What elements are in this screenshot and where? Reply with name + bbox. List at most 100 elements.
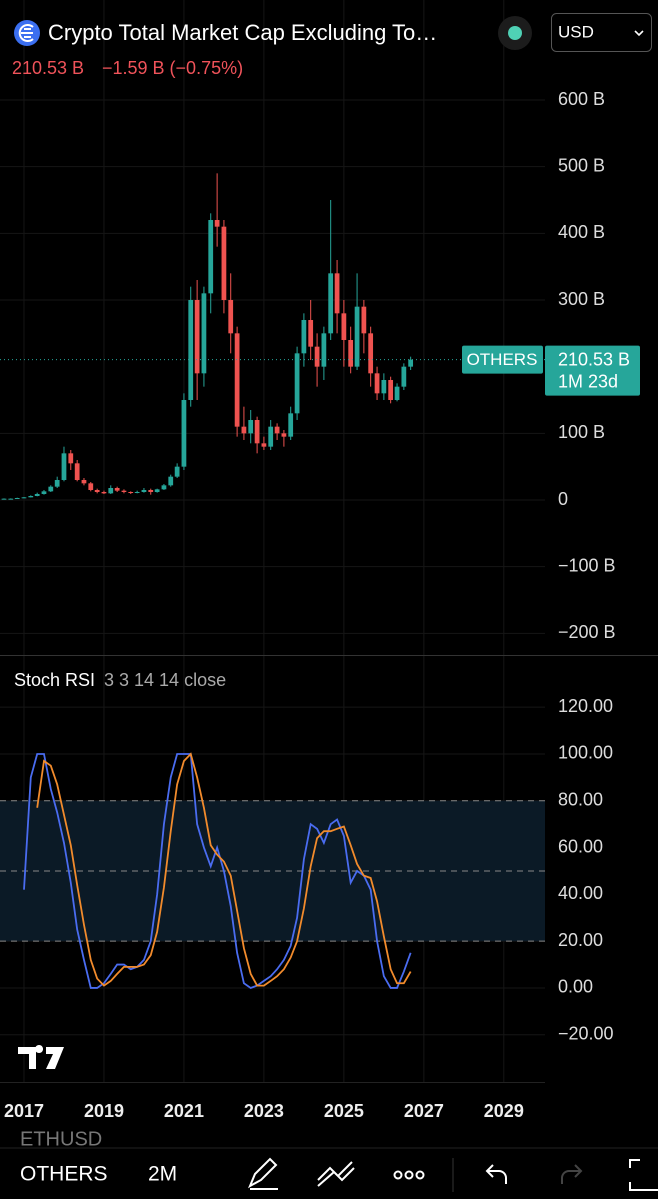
redo-icon[interactable] [561, 1164, 583, 1184]
candle-body [48, 486, 54, 492]
candle-body [141, 490, 147, 492]
candle-body [321, 333, 327, 367]
toolbar [0, 1148, 658, 1199]
candle-body [121, 490, 127, 492]
plot [0, 173, 545, 989]
draw-icon[interactable] [247, 1157, 278, 1190]
symbol-icon-glyph [18, 24, 34, 42]
candle-body [94, 490, 100, 492]
candle-body [128, 492, 134, 493]
candle-body [381, 380, 387, 394]
x-tick-label: 2019 [84, 1101, 124, 1121]
candle-body [181, 400, 187, 467]
undo-icon[interactable] [485, 1164, 507, 1184]
panel-plot [0, 752, 545, 989]
candle-body [101, 492, 107, 494]
candle-body [281, 433, 287, 437]
candle-body [308, 320, 314, 347]
currency-label: USD [558, 22, 594, 41]
chart-title: Crypto Total Market Cap Excluding To… [48, 20, 437, 45]
candle-body [328, 273, 334, 334]
candle-body [154, 489, 160, 492]
candle-body [1, 498, 7, 500]
candle-body [14, 498, 20, 499]
y-tick-label: −200 B [558, 622, 616, 642]
candle-body [168, 476, 174, 486]
y-tick-label: 120.00 [558, 696, 613, 716]
candle-body [374, 373, 380, 394]
candle-body [228, 300, 234, 334]
indicator-title: Stoch RSI [14, 670, 95, 690]
candle-body [221, 226, 227, 300]
y-tick-label: 500 B [558, 155, 605, 175]
candle-body [201, 293, 207, 374]
candle-body [341, 313, 347, 340]
y-tick-label: 60.00 [558, 836, 603, 856]
candle-body [288, 413, 294, 437]
y-tick-label: 40.00 [558, 883, 603, 903]
candle-body [248, 420, 254, 434]
x-tick-label: 2023 [244, 1101, 284, 1121]
candle-body [174, 466, 180, 477]
candle-body [354, 306, 360, 367]
y-tick-label: 100.00 [558, 743, 613, 763]
fullscreen-icon[interactable] [629, 1159, 658, 1191]
candle-body [108, 488, 114, 494]
candle-body [254, 420, 260, 444]
price: 210.53 B [12, 58, 84, 78]
candle-body [21, 497, 27, 499]
panel-plot [0, 173, 545, 500]
candle-body [41, 491, 47, 494]
candle-body [34, 494, 40, 496]
candle-body [54, 480, 60, 487]
candle-body [68, 453, 74, 464]
candle-body [28, 496, 34, 498]
candle-body [74, 463, 80, 480]
candle-body [214, 220, 220, 227]
y-tick-label: −100 B [558, 555, 616, 575]
price-change: −1.59 B (−0.75%) [102, 58, 243, 78]
candle-body [261, 443, 267, 447]
more-icon[interactable] [393, 1170, 425, 1180]
currency-dropdown[interactable] [551, 13, 652, 52]
y-tick-label: 0 [558, 489, 568, 509]
toolbar-interval[interactable]: 2M [148, 1163, 177, 1186]
candle-body [61, 453, 67, 480]
x-tick-label: 2027 [404, 1101, 444, 1121]
symbol-tag [462, 345, 543, 374]
indicator-line [36, 752, 412, 987]
indicators-icon[interactable] [317, 1161, 355, 1187]
x-tick-label: 2017 [4, 1101, 44, 1121]
candle-body [388, 380, 394, 400]
x-tick-label: 2021 [164, 1101, 204, 1121]
candle-body [8, 498, 14, 500]
x-tick-label: 2025 [324, 1101, 364, 1121]
candle-body [208, 220, 214, 294]
price-tag [545, 345, 640, 396]
y-tick-label: 400 B [558, 222, 605, 242]
candle-body [234, 333, 240, 427]
y-tick-label: 0.00 [558, 977, 593, 997]
y-tick-label: 80.00 [558, 790, 603, 810]
y-tick-label: 300 B [558, 289, 605, 309]
price-tag-countdown: 1M 23d [558, 371, 618, 391]
toolbar-symbol[interactable]: OTHERS [20, 1163, 108, 1186]
indicator-line [23, 753, 412, 989]
x-tick-label: 2029 [484, 1101, 524, 1121]
candle-body [114, 488, 120, 491]
candle-body [188, 300, 194, 400]
status-dot [508, 26, 522, 40]
candle-body [194, 300, 200, 374]
candle-body [401, 366, 407, 387]
candle-body [161, 485, 167, 490]
candle-body [88, 483, 94, 490]
symbol-tag-label: OTHERS [467, 350, 538, 369]
candle-body [148, 490, 154, 492]
candle-body [134, 492, 140, 493]
candle-body [274, 426, 280, 434]
candle-body [314, 346, 320, 367]
indicator-params: 3 3 14 14 close [104, 670, 226, 690]
candle-body [394, 386, 400, 400]
